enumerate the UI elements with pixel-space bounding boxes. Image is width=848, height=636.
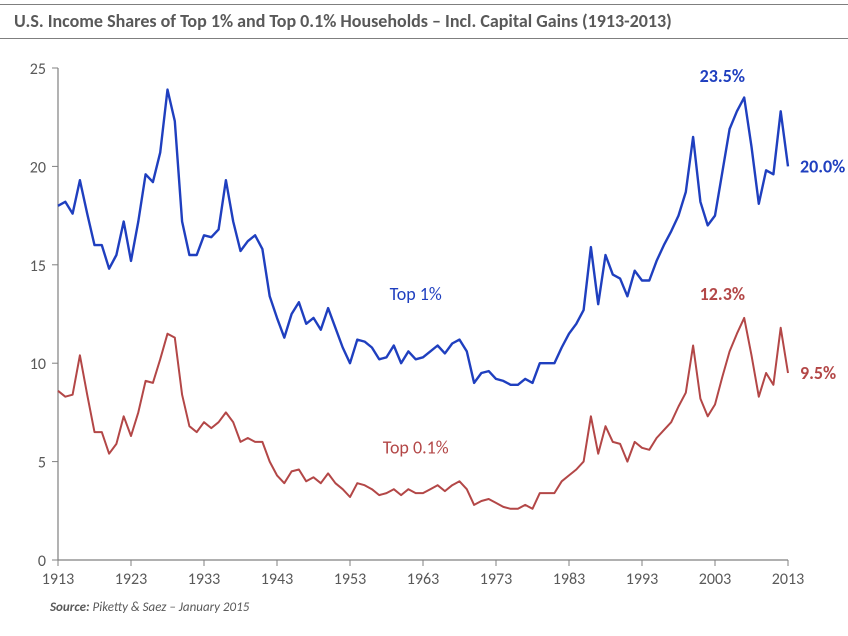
series-line <box>58 318 788 509</box>
series-label: Top 0.1% <box>383 437 449 459</box>
x-tick-label: 1993 <box>626 570 658 589</box>
x-tick-label: 1933 <box>188 570 220 589</box>
x-tick-label: 1983 <box>553 570 585 589</box>
series-label: Top 1% <box>390 283 442 305</box>
end-label: 20.0% <box>800 155 845 177</box>
x-tick-label: 2013 <box>772 570 804 589</box>
y-tick-label: 5 <box>38 454 46 473</box>
x-tick-label: 1923 <box>115 570 147 589</box>
y-tick-label: 0 <box>38 552 46 571</box>
x-tick-label: 1973 <box>480 570 512 589</box>
chart-svg: 0 5 10 15 20 25 1913 1923 1933 1943 1953 1963 1973 19… <box>0 0 848 636</box>
x-tick-label: 1963 <box>407 570 439 589</box>
y-tick-label: 20 <box>30 158 46 177</box>
x-tick-label: 1953 <box>334 570 366 589</box>
y-tick-label: 10 <box>30 355 46 374</box>
end-label: 9.5% <box>800 362 836 384</box>
y-tick-label: 25 <box>30 60 46 79</box>
source-label: Source: <box>50 600 90 615</box>
x-tick-label: 2003 <box>699 570 731 589</box>
x-tick-label: 1913 <box>42 570 74 589</box>
series-line <box>58 90 788 385</box>
peak-label: 23.5% <box>700 65 745 87</box>
peak-label: 12.3% <box>700 283 745 305</box>
chart-container: U.S. Income Shares of Top 1% and Top 0.1… <box>0 0 848 636</box>
source-text: Piketty & Saez – January 2015 <box>93 600 250 615</box>
x-tick-label: 1943 <box>261 570 293 589</box>
y-tick-label: 15 <box>30 257 46 276</box>
source-caption: Source: Piketty & Saez – January 2015 <box>50 600 249 615</box>
